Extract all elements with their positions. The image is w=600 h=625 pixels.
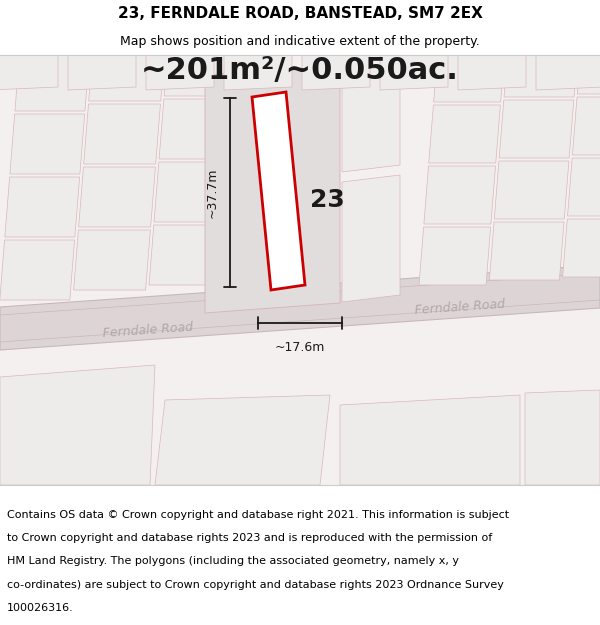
Polygon shape — [149, 225, 221, 285]
Polygon shape — [302, 53, 370, 90]
Polygon shape — [568, 158, 600, 216]
Polygon shape — [504, 39, 578, 97]
Polygon shape — [424, 166, 496, 224]
Polygon shape — [0, 240, 74, 300]
Text: HM Land Registry. The polygons (including the associated geometry, namely x, y: HM Land Registry. The polygons (includin… — [7, 556, 459, 566]
Polygon shape — [582, 0, 600, 33]
Polygon shape — [79, 167, 155, 227]
Text: 23: 23 — [310, 188, 345, 212]
Polygon shape — [68, 53, 136, 90]
Text: ~17.6m: ~17.6m — [275, 341, 325, 354]
Text: Map shows position and indicative extent of the property.: Map shows position and indicative extent… — [120, 35, 480, 48]
Polygon shape — [490, 222, 564, 280]
Polygon shape — [155, 395, 330, 485]
Polygon shape — [525, 390, 600, 485]
Text: ~37.7m: ~37.7m — [205, 168, 218, 217]
Polygon shape — [94, 0, 170, 38]
Polygon shape — [0, 53, 58, 90]
Polygon shape — [439, 0, 510, 41]
Polygon shape — [340, 395, 520, 485]
Polygon shape — [10, 114, 85, 174]
Polygon shape — [5, 177, 80, 237]
Text: co-ordinates) are subject to Crown copyright and database rights 2023 Ordnance S: co-ordinates) are subject to Crown copyr… — [7, 579, 504, 589]
Polygon shape — [164, 36, 236, 96]
Text: to Crown copyright and database rights 2023 and is reproduced with the permissio: to Crown copyright and database rights 2… — [7, 533, 493, 543]
Polygon shape — [499, 100, 574, 158]
Polygon shape — [0, 265, 600, 350]
Polygon shape — [83, 104, 160, 164]
Polygon shape — [572, 97, 600, 155]
Text: 23, FERNDALE ROAD, BANSTEAD, SM7 2EX: 23, FERNDALE ROAD, BANSTEAD, SM7 2EX — [118, 6, 482, 21]
Polygon shape — [146, 53, 214, 90]
Polygon shape — [429, 105, 500, 163]
Polygon shape — [205, 65, 340, 313]
Polygon shape — [169, 0, 241, 33]
Polygon shape — [342, 175, 400, 302]
Polygon shape — [434, 44, 505, 102]
Polygon shape — [458, 53, 526, 90]
Polygon shape — [154, 162, 226, 222]
Polygon shape — [15, 51, 90, 111]
Polygon shape — [252, 92, 305, 290]
Text: Contains OS data © Crown copyright and database right 2021. This information is : Contains OS data © Crown copyright and d… — [7, 510, 509, 520]
Polygon shape — [342, 65, 400, 172]
Polygon shape — [494, 161, 569, 219]
Text: Ferndale Road: Ferndale Road — [415, 298, 506, 317]
Polygon shape — [536, 53, 600, 90]
Polygon shape — [577, 36, 600, 94]
Polygon shape — [509, 0, 584, 36]
Polygon shape — [563, 219, 600, 277]
Polygon shape — [419, 227, 491, 285]
Polygon shape — [20, 0, 95, 48]
Polygon shape — [159, 99, 231, 159]
Text: Ferndale Road: Ferndale Road — [103, 321, 194, 339]
Polygon shape — [0, 365, 155, 485]
Polygon shape — [380, 53, 448, 90]
Text: ~201m²/~0.050ac.: ~201m²/~0.050ac. — [141, 56, 459, 85]
Polygon shape — [224, 53, 292, 90]
Text: 100026316.: 100026316. — [7, 602, 74, 612]
Polygon shape — [74, 230, 151, 290]
Polygon shape — [89, 41, 166, 101]
